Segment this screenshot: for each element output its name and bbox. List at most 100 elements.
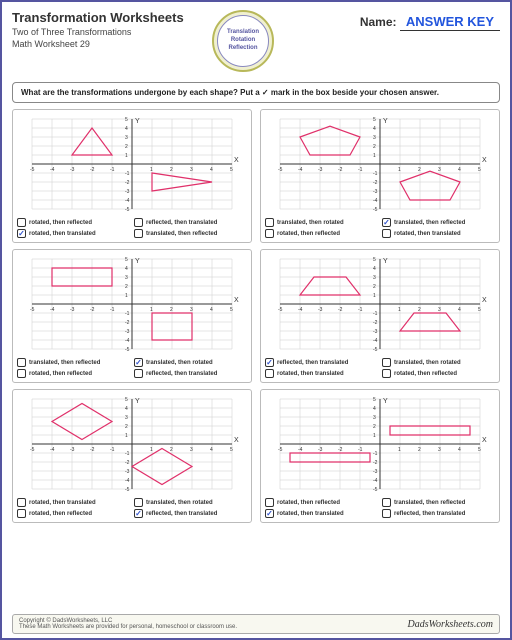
answer-option[interactable]: reflected, then translated [382, 509, 495, 518]
svg-text:-2: -2 [90, 447, 95, 453]
answer-option[interactable]: reflected, then translated [134, 218, 247, 227]
svg-text:-2: -2 [90, 307, 95, 313]
svg-text:-2: -2 [338, 167, 343, 173]
name-label: Name: [360, 15, 397, 29]
checkbox[interactable]: ✓ [134, 509, 143, 518]
svg-text:2: 2 [418, 447, 421, 453]
problem: -5-4-3-2-112345-5-4-3-2-112345XYrotated,… [12, 389, 252, 523]
svg-text:Y: Y [383, 398, 388, 405]
checkbox[interactable] [265, 369, 274, 378]
checkbox[interactable] [382, 509, 391, 518]
svg-text:-5: -5 [373, 487, 378, 493]
svg-text:2: 2 [125, 144, 128, 150]
instruction: What are the transformations undergone b… [12, 82, 500, 103]
checkbox[interactable]: ✓ [265, 509, 274, 518]
checkbox[interactable] [134, 369, 143, 378]
checkbox[interactable] [265, 229, 274, 238]
answer-option[interactable]: rotated, then reflected [17, 218, 130, 227]
svg-text:5: 5 [125, 117, 128, 123]
svg-text:1: 1 [150, 307, 153, 313]
answer-option[interactable]: translated, then rotated [134, 498, 247, 507]
checkbox[interactable] [382, 358, 391, 367]
checkbox[interactable] [265, 498, 274, 507]
answer-option[interactable]: ✓rotated, then translated [17, 229, 130, 238]
answer-option[interactable]: ✓reflected, then translated [134, 509, 247, 518]
svg-text:-2: -2 [90, 167, 95, 173]
svg-text:4: 4 [210, 167, 213, 173]
svg-text:-2: -2 [338, 447, 343, 453]
checkbox[interactable] [134, 498, 143, 507]
checkbox[interactable]: ✓ [134, 358, 143, 367]
svg-text:3: 3 [125, 275, 128, 281]
svg-text:5: 5 [373, 257, 376, 263]
checkbox[interactable] [382, 229, 391, 238]
checkbox[interactable] [265, 218, 274, 227]
answer-option[interactable]: translated, then rotated [265, 218, 378, 227]
checkbox[interactable] [382, 498, 391, 507]
answer-option[interactable]: translated, then rotated [382, 358, 495, 367]
problem: -5-4-3-2-112345-5-4-3-2-112345XYtranslat… [260, 109, 500, 243]
coordinate-graph: -5-4-3-2-112345-5-4-3-2-112345XY [265, 114, 495, 214]
svg-text:1: 1 [150, 167, 153, 173]
svg-text:-3: -3 [70, 307, 75, 313]
problem: -5-4-3-2-112345-5-4-3-2-112345XY✓reflect… [260, 249, 500, 383]
badge-line: Translation [227, 29, 259, 37]
svg-text:2: 2 [170, 307, 173, 313]
svg-text:5: 5 [230, 307, 233, 313]
answer-label: translated, then reflected [394, 500, 465, 506]
answer-option[interactable]: rotated, then reflected [17, 509, 130, 518]
checkbox[interactable] [382, 369, 391, 378]
checkbox[interactable] [17, 358, 26, 367]
svg-text:-2: -2 [125, 320, 130, 326]
checkbox[interactable] [134, 229, 143, 238]
answer-option[interactable]: rotated, then translated [265, 369, 378, 378]
svg-text:-3: -3 [373, 329, 378, 335]
svg-text:-4: -4 [373, 478, 378, 484]
svg-text:Y: Y [135, 258, 140, 265]
svg-text:-2: -2 [125, 460, 130, 466]
checkbox[interactable]: ✓ [382, 218, 391, 227]
answer-option[interactable]: ✓translated, then reflected [382, 218, 495, 227]
checkbox[interactable] [134, 218, 143, 227]
svg-text:3: 3 [373, 415, 376, 421]
answer-label: rotated, then translated [277, 371, 344, 377]
checkbox[interactable]: ✓ [17, 229, 26, 238]
footer-note: These Math Worksheets are provided for p… [19, 624, 237, 630]
answer-option[interactable]: ✓reflected, then translated [265, 358, 378, 367]
checkbox[interactable] [17, 509, 26, 518]
answer-option[interactable]: rotated, then translated [382, 229, 495, 238]
svg-text:Y: Y [135, 118, 140, 125]
svg-text:-4: -4 [298, 167, 303, 173]
svg-text:-5: -5 [278, 307, 283, 313]
answer-option[interactable]: translated, then reflected [17, 358, 130, 367]
svg-text:3: 3 [373, 275, 376, 281]
answer-option[interactable]: rotated, then reflected [382, 369, 495, 378]
svg-text:-3: -3 [125, 329, 130, 335]
svg-text:4: 4 [458, 307, 461, 313]
answer-option[interactable]: ✓rotated, then translated [265, 509, 378, 518]
checkbox[interactable]: ✓ [265, 358, 274, 367]
answer-option[interactable]: rotated, then reflected [265, 229, 378, 238]
answer-option[interactable]: translated, then reflected [382, 498, 495, 507]
svg-text:-5: -5 [278, 447, 283, 453]
svg-text:-5: -5 [278, 167, 283, 173]
answer-label: rotated, then translated [29, 231, 96, 237]
answer-label: translated, then reflected [29, 360, 100, 366]
answer-option[interactable]: ✓translated, then rotated [134, 358, 247, 367]
svg-text:-5: -5 [125, 347, 130, 353]
svg-text:X: X [234, 437, 239, 444]
svg-text:-2: -2 [373, 180, 378, 186]
checkbox[interactable] [17, 369, 26, 378]
svg-text:-4: -4 [298, 307, 303, 313]
svg-text:2: 2 [373, 424, 376, 430]
answer-option[interactable]: translated, then reflected [134, 229, 247, 238]
answer-option[interactable]: rotated, then reflected [17, 369, 130, 378]
answer-option[interactable]: rotated, then reflected [265, 498, 378, 507]
answer-option[interactable]: reflected, then translated [134, 369, 247, 378]
answer-option[interactable]: rotated, then translated [17, 498, 130, 507]
svg-text:-4: -4 [125, 198, 130, 204]
svg-text:-1: -1 [358, 307, 363, 313]
checkbox[interactable] [17, 498, 26, 507]
checkbox[interactable] [17, 218, 26, 227]
svg-text:3: 3 [438, 307, 441, 313]
